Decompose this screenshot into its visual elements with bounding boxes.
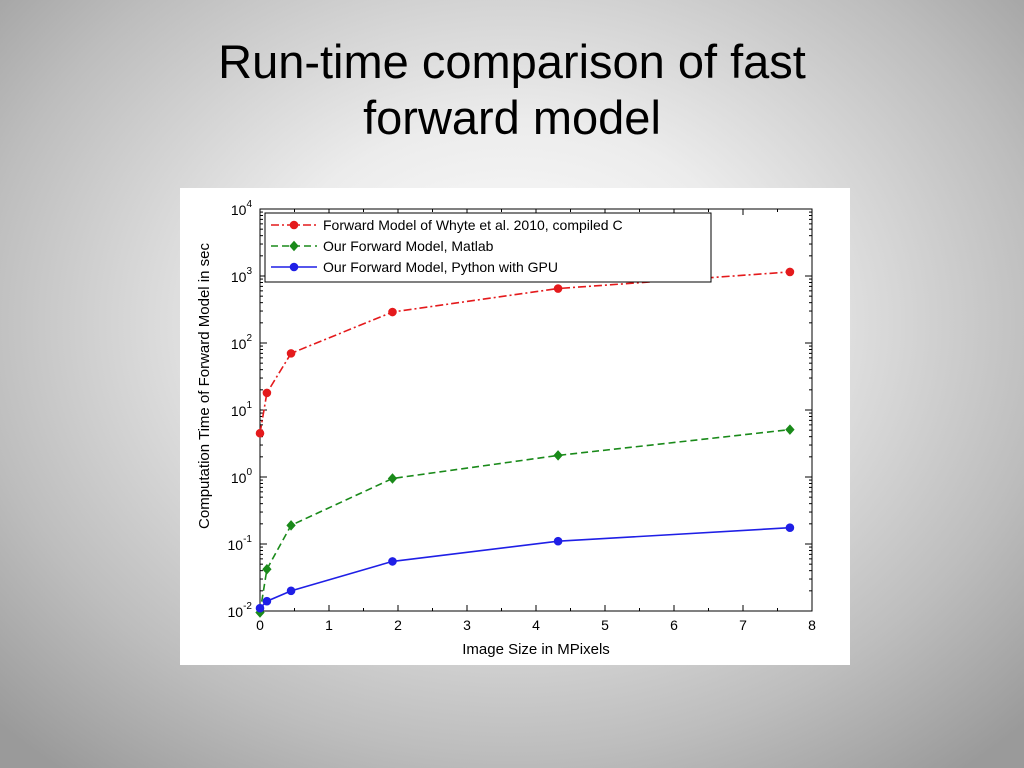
data-point xyxy=(388,307,397,317)
slide-title-line-2: forward model xyxy=(363,91,661,144)
x-tick-label: 0 xyxy=(256,617,264,633)
x-tick-label: 8 xyxy=(808,617,816,633)
data-point xyxy=(286,349,296,358)
x-tick-label: 5 xyxy=(601,617,609,633)
data-point xyxy=(262,596,272,606)
legend-label: Our Forward Model, Python with GPU xyxy=(323,259,558,275)
data-point xyxy=(255,603,265,613)
data-point xyxy=(286,520,296,531)
slide-title: Run-time comparison of fast forward mode… xyxy=(112,34,912,146)
series-line xyxy=(259,428,791,613)
y-tick-label: 100 xyxy=(231,467,253,486)
y-tick-label: 101 xyxy=(231,400,253,419)
runtime-chart: 0 1 2 3 4 5 6 7 8 10-2 10-1 100 101 102 103 104 Forward… xyxy=(196,199,817,658)
data-point xyxy=(262,563,272,575)
legend-label: Forward Model of Whyte et al. 2010, comp… xyxy=(323,217,623,233)
x-tick-label: 7 xyxy=(739,617,747,633)
x-tick-label: 1 xyxy=(325,617,333,633)
x-tick-label: 4 xyxy=(532,617,540,633)
chart-figure: 0 1 2 3 4 5 6 7 8 10-2 10-1 100 101 102 103 104 Forward… xyxy=(180,188,850,665)
legend-marker xyxy=(289,240,299,252)
axes: 0 1 2 3 4 5 6 7 8 10-2 10-1 100 101 102 103 104 xyxy=(228,199,817,633)
series-layer xyxy=(255,267,795,618)
y-axis-label: Computation Time of Forward Model in sec xyxy=(196,243,213,529)
series-line xyxy=(259,526,790,609)
series-2 xyxy=(255,424,795,618)
x-tick-label: 2 xyxy=(394,617,402,633)
data-point xyxy=(553,536,563,546)
x-tick-label: 6 xyxy=(670,617,678,633)
legend-marker xyxy=(289,262,299,272)
data-point xyxy=(553,284,563,293)
data-point xyxy=(785,523,795,533)
legend-box xyxy=(264,212,712,283)
y-tick-label: 10-2 xyxy=(228,601,253,620)
data-point xyxy=(286,586,296,596)
data-point xyxy=(553,450,563,461)
y-tick-label: 104 xyxy=(231,199,253,218)
slide-title-line-1: Run-time comparison of fast xyxy=(218,35,806,88)
data-point xyxy=(785,424,795,435)
x-tick-label: 3 xyxy=(463,617,471,633)
data-point xyxy=(388,557,397,566)
y-tick-label: 10-1 xyxy=(228,534,253,553)
data-point xyxy=(255,428,265,438)
legend-marker xyxy=(289,220,299,230)
legend: Forward Model of Whyte et al. 2010, comp… xyxy=(264,212,712,283)
data-point xyxy=(785,267,795,277)
x-axis-label: Image Size in MPixels xyxy=(462,641,610,658)
data-point xyxy=(262,388,272,398)
y-tick-label: 103 xyxy=(231,266,253,285)
series-line xyxy=(259,271,790,434)
y-tick-label: 102 xyxy=(231,333,253,352)
data-point xyxy=(387,473,398,484)
legend-label: Our Forward Model, Matlab xyxy=(323,238,494,254)
series-3 xyxy=(255,523,795,613)
series-1 xyxy=(255,267,795,438)
